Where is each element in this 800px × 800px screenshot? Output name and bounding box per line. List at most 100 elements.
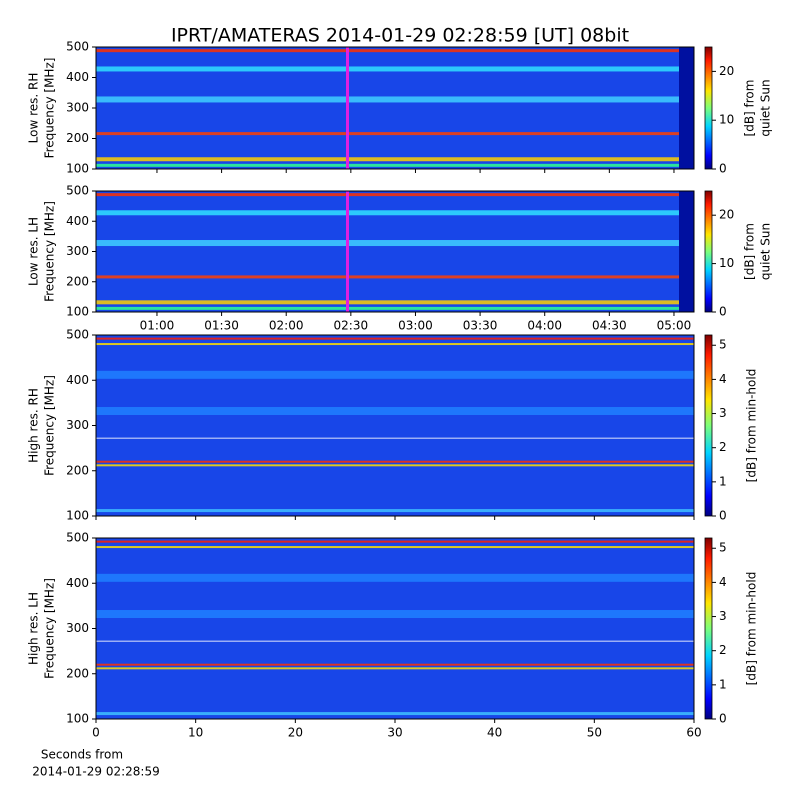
- y-axis-label: Frequency [MHz]: [43, 58, 57, 159]
- colorbar-tick-label: 2: [719, 643, 727, 657]
- spectrogram-band: [96, 464, 694, 467]
- colorbar-tick-label: 10: [719, 113, 734, 127]
- y-tick-label: 300: [66, 418, 89, 432]
- spectrogram-band: [96, 337, 694, 340]
- colorbar-tick-label: 20: [719, 64, 734, 78]
- colorbar-label: [dB] from min-hold: [745, 572, 759, 686]
- x-tick-label: 04:00: [527, 319, 562, 333]
- y-tick-label: 400: [66, 576, 89, 590]
- x-tick-label: 01:00: [140, 319, 175, 333]
- y-axis-label: High res. RH: [27, 388, 41, 463]
- colorbar-tick-label: 0: [719, 305, 727, 319]
- spectrogram-edge: [679, 47, 694, 169]
- x-tick-label: 01:30: [204, 319, 239, 333]
- y-tick-label: 500: [66, 40, 89, 54]
- y-tick-label: 100: [66, 712, 89, 726]
- colorbar-tick-label: 1: [719, 677, 727, 691]
- colorbar-tick-label: 10: [719, 256, 734, 270]
- y-tick-label: 100: [66, 305, 89, 319]
- y-axis-label: Low res. LH: [27, 217, 41, 286]
- spectrogram-band: [96, 460, 694, 463]
- spectrogram-band: [96, 240, 694, 247]
- spectrogram-band: [96, 573, 694, 582]
- spectrogram-band: [96, 610, 694, 619]
- y-tick-label: 500: [66, 328, 89, 342]
- y-axis-label: Frequency [MHz]: [43, 201, 57, 302]
- spectrogram-band: [96, 275, 694, 279]
- x-tick-label: 30: [387, 726, 402, 740]
- x-tick-label: 03:30: [463, 319, 498, 333]
- colorbar-tick-label: 0: [719, 162, 727, 176]
- y-tick-label: 400: [66, 373, 89, 387]
- x-tick-label: 60: [686, 726, 701, 740]
- y-tick-label: 200: [66, 274, 89, 288]
- spectrogram-band: [96, 370, 694, 379]
- colorbar-tick-label: 3: [719, 406, 727, 420]
- y-axis-label: Frequency [MHz]: [43, 578, 57, 679]
- spectrogram-image: [96, 47, 694, 169]
- x-tick-label: 02:30: [334, 319, 369, 333]
- x-tick-label: 02:00: [269, 319, 304, 333]
- y-tick-label: 300: [66, 621, 89, 635]
- spectrogram-band: [96, 509, 694, 513]
- time-marker: [346, 47, 349, 169]
- spectrogram-band: [96, 546, 694, 549]
- spectrogram-edge: [679, 191, 694, 312]
- y-tick-label: 500: [66, 531, 89, 545]
- colorbar-tick-label: 1: [719, 474, 727, 488]
- spectrogram-image: [96, 538, 694, 719]
- colorbar-label: [dB] from: [743, 80, 757, 137]
- colorbar: [704, 46, 713, 170]
- colorbar-label: quiet Sun: [759, 223, 773, 280]
- y-tick-label: 200: [66, 131, 89, 145]
- spectrogram-band: [96, 49, 694, 53]
- spectrogram-band: [96, 407, 694, 416]
- y-axis-label: High res. LH: [27, 592, 41, 665]
- spectrogram-band: [96, 96, 694, 103]
- colorbar-tick-label: 3: [719, 609, 727, 623]
- spectrogram-band: [96, 640, 694, 642]
- x-tick-label: 05:00: [657, 319, 692, 333]
- y-tick-label: 200: [66, 666, 89, 680]
- spectrogram-band: [96, 210, 694, 216]
- y-tick-label: 500: [66, 184, 89, 198]
- x-axis-label: 2014-01-29 02:28:59: [32, 765, 159, 779]
- colorbar-tick-label: 4: [719, 575, 727, 589]
- time-marker: [346, 191, 349, 312]
- x-tick-label: 20: [288, 726, 303, 740]
- y-tick-label: 300: [66, 244, 89, 258]
- colorbar-tick-label: 4: [719, 372, 727, 386]
- spectrogram-band: [96, 663, 694, 666]
- colorbar-tick-label: 0: [719, 712, 727, 726]
- y-tick-label: 300: [66, 101, 89, 115]
- y-tick-label: 200: [66, 463, 89, 477]
- spectrogram-band: [96, 306, 694, 310]
- spectrogram-band: [96, 193, 694, 197]
- colorbar-tick-label: 2: [719, 440, 727, 454]
- x-tick-label: 40: [487, 726, 502, 740]
- spectrogram-band: [96, 163, 694, 167]
- spectrogram-band: [96, 437, 694, 439]
- spectrogram-band: [96, 66, 694, 72]
- colorbar: [704, 190, 713, 313]
- spectrogram-band: [96, 132, 694, 136]
- spectrogram-band: [96, 157, 694, 162]
- x-tick-label: 04:30: [592, 319, 627, 333]
- colorbar-label: [dB] from min-hold: [745, 369, 759, 483]
- colorbar: [704, 334, 713, 517]
- colorbar-tick-label: 5: [719, 541, 727, 555]
- colorbar-tick-label: 0: [719, 509, 727, 523]
- chart-title: IPRT/AMATERAS 2014-01-29 02:28:59 [UT] 0…: [171, 25, 629, 47]
- spectrogram-band: [96, 712, 694, 716]
- x-tick-label: 50: [587, 726, 602, 740]
- colorbar-tick-label: 5: [719, 338, 727, 352]
- y-axis-label: Frequency [MHz]: [43, 375, 57, 476]
- y-tick-label: 400: [66, 214, 89, 228]
- y-axis-label: Low res. RH: [27, 73, 41, 144]
- y-tick-label: 400: [66, 70, 89, 84]
- spectrogram-band: [96, 300, 694, 305]
- spectrogram-image: [96, 191, 694, 312]
- spectrogram-band: [96, 540, 694, 543]
- colorbar-label: [dB] from: [743, 223, 757, 280]
